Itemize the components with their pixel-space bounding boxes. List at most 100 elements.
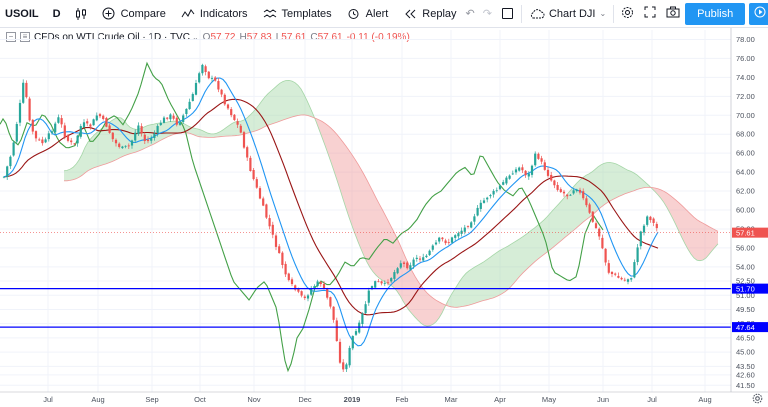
candle-body [108,125,111,133]
close-value: 57.61 [317,31,343,43]
candle-body [303,296,306,299]
templates-button[interactable]: Templates [257,0,337,28]
fullscreen-square-button[interactable] [496,0,519,28]
candle-body [217,81,220,90]
chart-type-button[interactable] [70,0,92,28]
alert-button[interactable]: Alert [341,0,394,28]
cloud-segment [256,104,259,131]
candle-body [409,265,412,270]
cloud-segment [145,125,148,149]
candle-body [178,122,182,125]
candle-body [655,223,658,229]
open-value: 57.72 [210,31,236,43]
price-tick-label: 54.00 [736,262,755,271]
indicators-button[interactable]: Indicators [175,0,253,28]
candle-body [297,288,300,292]
play-button[interactable] [749,2,768,25]
candle-body [537,153,540,159]
interval-button[interactable]: D [48,0,66,28]
candle-body [188,101,191,110]
candle-body [329,297,332,307]
price-chart[interactable]: 78.00 76.00 74.00 72.00 70.00 68.00 66.00 64.00… [0,28,768,407]
candle-body [588,204,591,213]
high-label: H [239,31,247,43]
cloud-segment [544,216,547,255]
candle-body [220,89,223,95]
cloud-segment [307,100,310,117]
candle-body [146,139,150,142]
candle-body [70,140,73,143]
redo-button[interactable]: ↷ [479,0,496,28]
square-icon [501,8,513,19]
time-tick-label: Sep [145,395,158,404]
cloud-segment [298,85,301,116]
candle-body [118,143,121,147]
candle-body [422,257,425,261]
candle-body [377,281,380,283]
cloud-segment [349,150,352,226]
candle-body [518,167,521,171]
cloud-segment [712,228,715,251]
cloud-segment [586,173,589,220]
collapse-icon[interactable]: − [6,32,16,42]
menu-icon[interactable]: ≡ [20,32,30,42]
candle-body [646,216,649,225]
cloud-segment [400,244,403,302]
candle-body [322,283,326,289]
cloud-segment [283,80,286,121]
chevron-down-icon[interactable]: ⌄ [191,32,199,42]
low-value: 57.61 [281,31,307,43]
cloud-segment [427,292,430,327]
candle-body [604,248,607,263]
candle-body [594,223,598,229]
settings-button[interactable] [616,0,639,28]
price-tick-label: 52.50 [736,277,755,286]
candle-body [511,173,514,175]
candle-body [191,94,194,101]
snapshot-button[interactable] [661,0,685,28]
divider [520,4,522,23]
cloud-segment [100,127,103,166]
candle-body [649,216,652,221]
replay-button[interactable]: Replay [397,0,461,28]
cloud-segment [343,142,346,209]
cloud-segment [403,251,406,306]
candle-body [114,139,118,144]
publish-button[interactable]: Publish [685,2,746,25]
price-tick-label: 78.00 [736,35,755,44]
candle-body [262,198,265,206]
chart-layout-button[interactable]: Chart DJI ⌄ [524,0,611,28]
candle-body [348,347,351,366]
candle-body [418,258,422,260]
undo-button[interactable]: ↶ [462,0,479,28]
candle-body [102,115,105,120]
price-label: 57.61 [736,228,755,237]
axis-settings-icon[interactable] [750,391,764,405]
candle-body [281,252,284,265]
candle-body [642,225,646,233]
candle-body [246,147,249,158]
cloud-segment [496,251,499,297]
time-axis[interactable]: Jul Aug Sep Oct Nov Dec 2019 Feb Mar Apr May Jun Jul… [0,391,768,404]
symbol-search[interactable]: USOIL [0,0,44,28]
expand-button[interactable] [639,0,661,28]
compare-button[interactable]: Compare [96,0,171,28]
candle-body [274,235,278,247]
candle-body [505,177,508,184]
cloud-segment [487,257,490,300]
candle-body [620,277,623,280]
cloud-segment [523,234,526,273]
candle-body [610,271,614,275]
cloud-segment [328,125,331,163]
candle-body [143,134,146,142]
gear-icon [621,6,634,22]
candle-body [514,169,518,173]
cloud-segment [481,261,484,302]
cloud-segment [361,169,364,257]
price-axis[interactable]: 78.00 76.00 74.00 72.00 70.00 68.00 66.00 64.00… [730,28,768,407]
cloud-segment [346,146,349,218]
cloud-segment [391,226,394,288]
candle-body [326,288,329,298]
candle-body [306,295,310,299]
cloud-segment [511,242,514,287]
